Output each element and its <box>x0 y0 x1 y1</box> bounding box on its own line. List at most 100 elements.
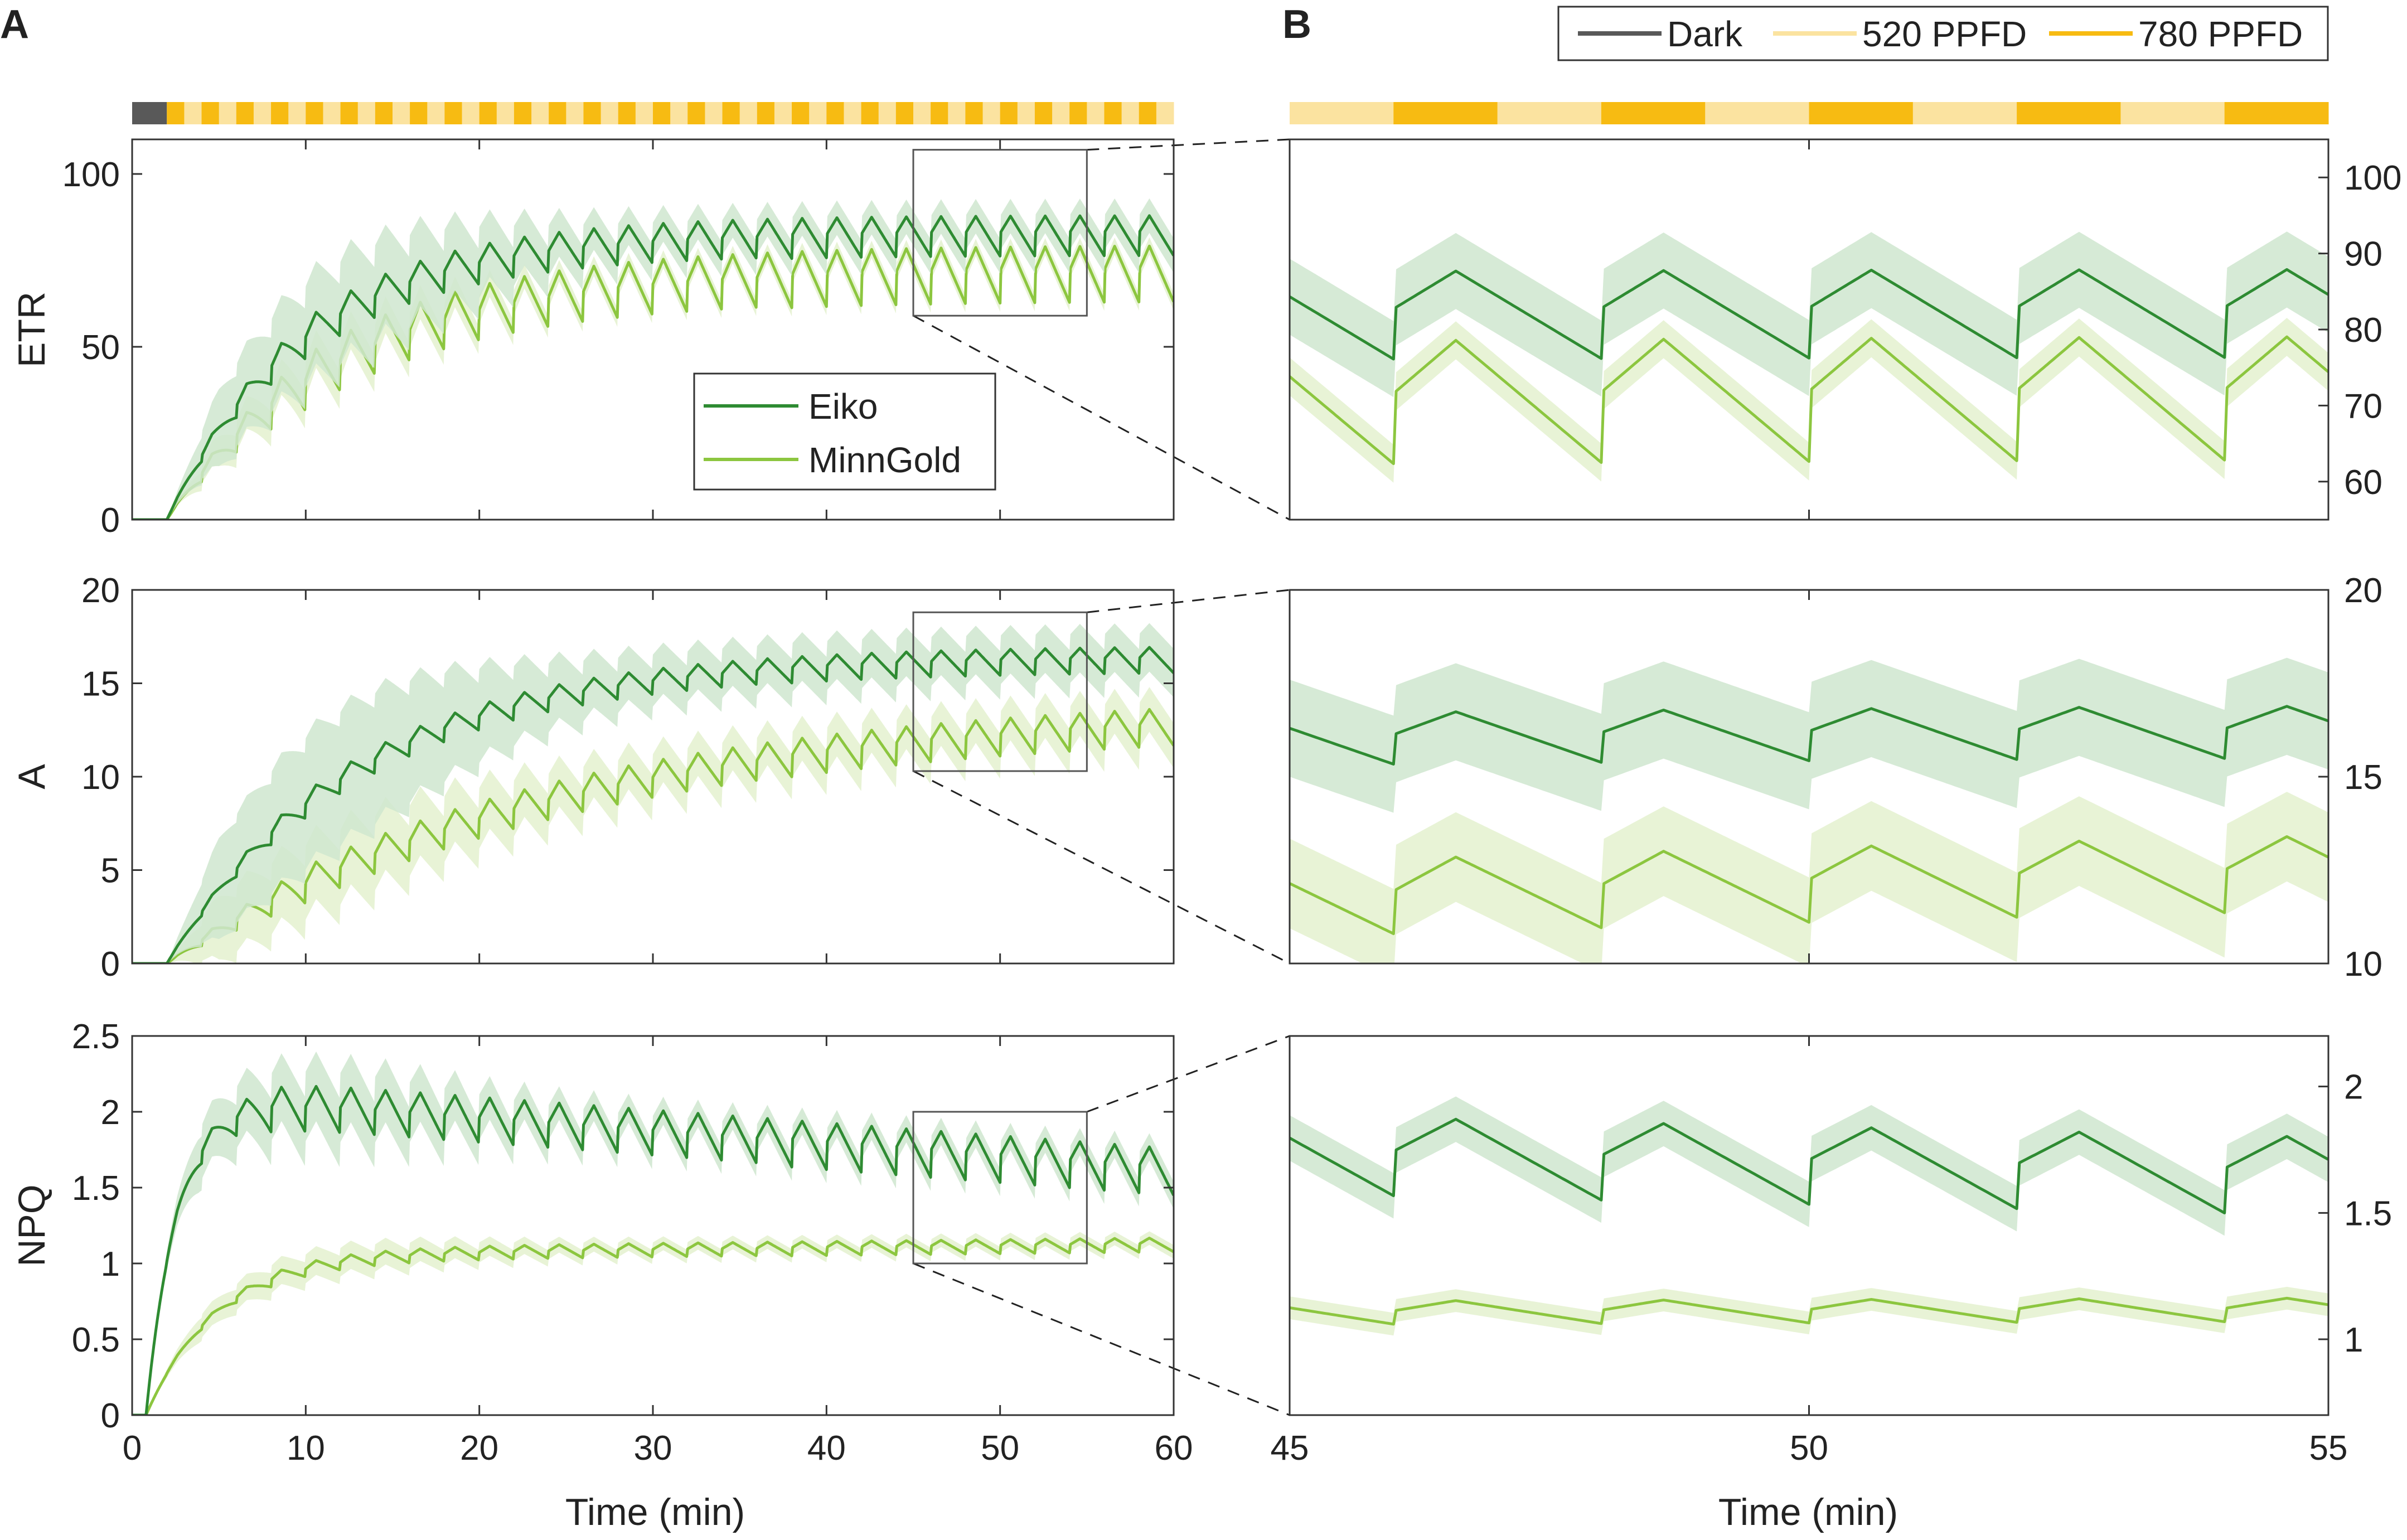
minngold-legend-label: MinnGold <box>808 440 961 480</box>
npq-panel-b: 1 1.5 2 45 50 55 <box>1271 1035 2392 1468</box>
eiko-etr-band <box>1290 231 2328 398</box>
light-segment-520 <box>913 102 931 124</box>
light-segment-780 <box>167 102 185 124</box>
npq-panel-a: 0 0.5 1 1.5 2 2.5 0 10 20 30 40 50 60 NPQ <box>11 1018 1193 1468</box>
a-panel-a: 0 5 10 15 20 A <box>11 572 1175 984</box>
eiko-etr-line <box>132 214 1174 520</box>
light-segment-780 <box>236 102 254 124</box>
light-segment-520 <box>219 102 237 124</box>
panel-label-a: A <box>0 2 29 47</box>
panel-label-b: B <box>1282 2 1311 47</box>
row-assimilation: 0 5 10 15 20 A 10 15 20 <box>11 572 2382 984</box>
y-tick-label: 80 <box>2344 311 2382 350</box>
light-segment-520 <box>2120 102 2225 124</box>
light-segment-780 <box>1393 102 1498 124</box>
light-segment-780 <box>514 102 532 124</box>
light-segment-780 <box>618 102 636 124</box>
a-panel-b: 10 15 20 <box>1289 572 2382 984</box>
light-segment-520 <box>1017 102 1035 124</box>
etr-zoom-connector-bottom <box>913 314 1290 521</box>
light-segment-780 <box>895 102 914 124</box>
light-segment-780 <box>653 102 671 124</box>
y-tick-label: 15 <box>2344 758 2382 797</box>
y-tick-label: 5 <box>101 852 120 890</box>
low-light-legend-label: 520 PPFD <box>1862 14 2027 54</box>
light-segment-780 <box>549 102 566 124</box>
x-axis-title-b: Time (min) <box>1718 1491 1898 1533</box>
light-segment-780 <box>687 102 705 124</box>
light-segment-dark <box>132 102 167 124</box>
high-light-legend-label: 780 PPFD <box>2138 14 2303 54</box>
row-etr: 0 50 100 ETR 60 70 80 90 100 <box>11 138 2401 540</box>
light-segment-780 <box>2224 102 2329 124</box>
y-tick-label: 100 <box>62 156 120 194</box>
light-segment-520 <box>809 102 827 124</box>
eiko-a-line <box>1290 705 2328 766</box>
light-segment-520 <box>427 102 445 124</box>
genotype-legend-frame <box>693 372 996 491</box>
eiko-npq-band <box>1290 1096 2328 1236</box>
plot-area-npq-b <box>1290 1096 2328 1336</box>
minngold-npq-band <box>1290 1286 2328 1336</box>
etr-panel-a: 0 50 100 ETR <box>11 138 1175 540</box>
light-segment-520 <box>739 102 758 124</box>
light-segment-520 <box>357 102 376 124</box>
y-tick-label: 2.5 <box>72 1018 120 1056</box>
y-tick-label: 10 <box>81 758 120 797</box>
x-tick-label: 30 <box>634 1429 672 1468</box>
light-segment-520 <box>878 102 897 124</box>
light-segment-520 <box>635 102 653 124</box>
minngold-a-line <box>132 708 1174 963</box>
light-segment-520 <box>531 102 549 124</box>
npq-zoom-connector-bottom <box>913 1262 1290 1416</box>
plot-area-a-b <box>1290 657 2328 963</box>
light-segment-520 <box>774 102 792 124</box>
npq-y-axis-title: NPQ <box>11 1184 53 1266</box>
light-segment-520 <box>496 102 515 124</box>
plot-area-etr-b <box>1290 231 2328 483</box>
x-tick-label: 60 <box>1155 1429 1193 1468</box>
light-segment-780 <box>1601 102 1706 124</box>
etr-zoom-box <box>912 149 1088 317</box>
y-tick-label: 90 <box>2344 235 2382 274</box>
dark-legend-label: Dark <box>1667 14 1743 54</box>
light-segment-520 <box>670 102 688 124</box>
x-tick-label: 50 <box>981 1429 1019 1468</box>
light-segment-780 <box>201 102 220 124</box>
light-segment-520 <box>948 102 966 124</box>
light-segment-520 <box>600 102 619 124</box>
light-segment-780 <box>583 102 602 124</box>
x-tick-label: 50 <box>1790 1429 1828 1468</box>
light-segment-520 <box>1290 102 1394 124</box>
plot-area-etr-a <box>132 198 1174 520</box>
x-tick-label: 0 <box>123 1429 142 1468</box>
y-tick-label: 20 <box>2344 572 2382 610</box>
light-segment-780 <box>931 102 948 124</box>
light-segment-520 <box>323 102 341 124</box>
minngold-a-line <box>1290 835 2328 936</box>
light-segment-520 <box>844 102 862 124</box>
light-segment-780 <box>375 102 393 124</box>
row-npq: 0 0.5 1 1.5 2 2.5 0 10 20 30 40 50 60 NPQ 1 1.5 2 45 50 55 <box>11 1018 2392 1468</box>
x-tick-label: 55 <box>2309 1429 2348 1468</box>
light-segment-520 <box>393 102 410 124</box>
y-tick-label: 1.5 <box>72 1169 120 1208</box>
x-tick-label: 45 <box>1271 1429 1309 1468</box>
minngold-a-band <box>1290 792 2328 963</box>
eiko-etr-band <box>132 198 1174 520</box>
minngold-etr-line <box>1290 335 2328 466</box>
y-tick-label: 1.5 <box>2344 1194 2392 1233</box>
light-segment-520 <box>288 102 306 124</box>
light-segment-520 <box>1121 102 1140 124</box>
light-segment-780 <box>1069 102 1087 124</box>
light-segment-780 <box>722 102 740 124</box>
light-segment-780 <box>271 102 289 124</box>
y-tick-label: 100 <box>2344 159 2401 197</box>
light-segment-520 <box>184 102 202 124</box>
light-segment-520 <box>1052 102 1070 124</box>
light-segment-780 <box>1809 102 1914 124</box>
light-segment-780 <box>792 102 810 124</box>
y-tick-label: 60 <box>2344 463 2382 502</box>
eiko-npq-line <box>132 1084 1174 1415</box>
y-tick-label: 0.5 <box>72 1321 120 1359</box>
